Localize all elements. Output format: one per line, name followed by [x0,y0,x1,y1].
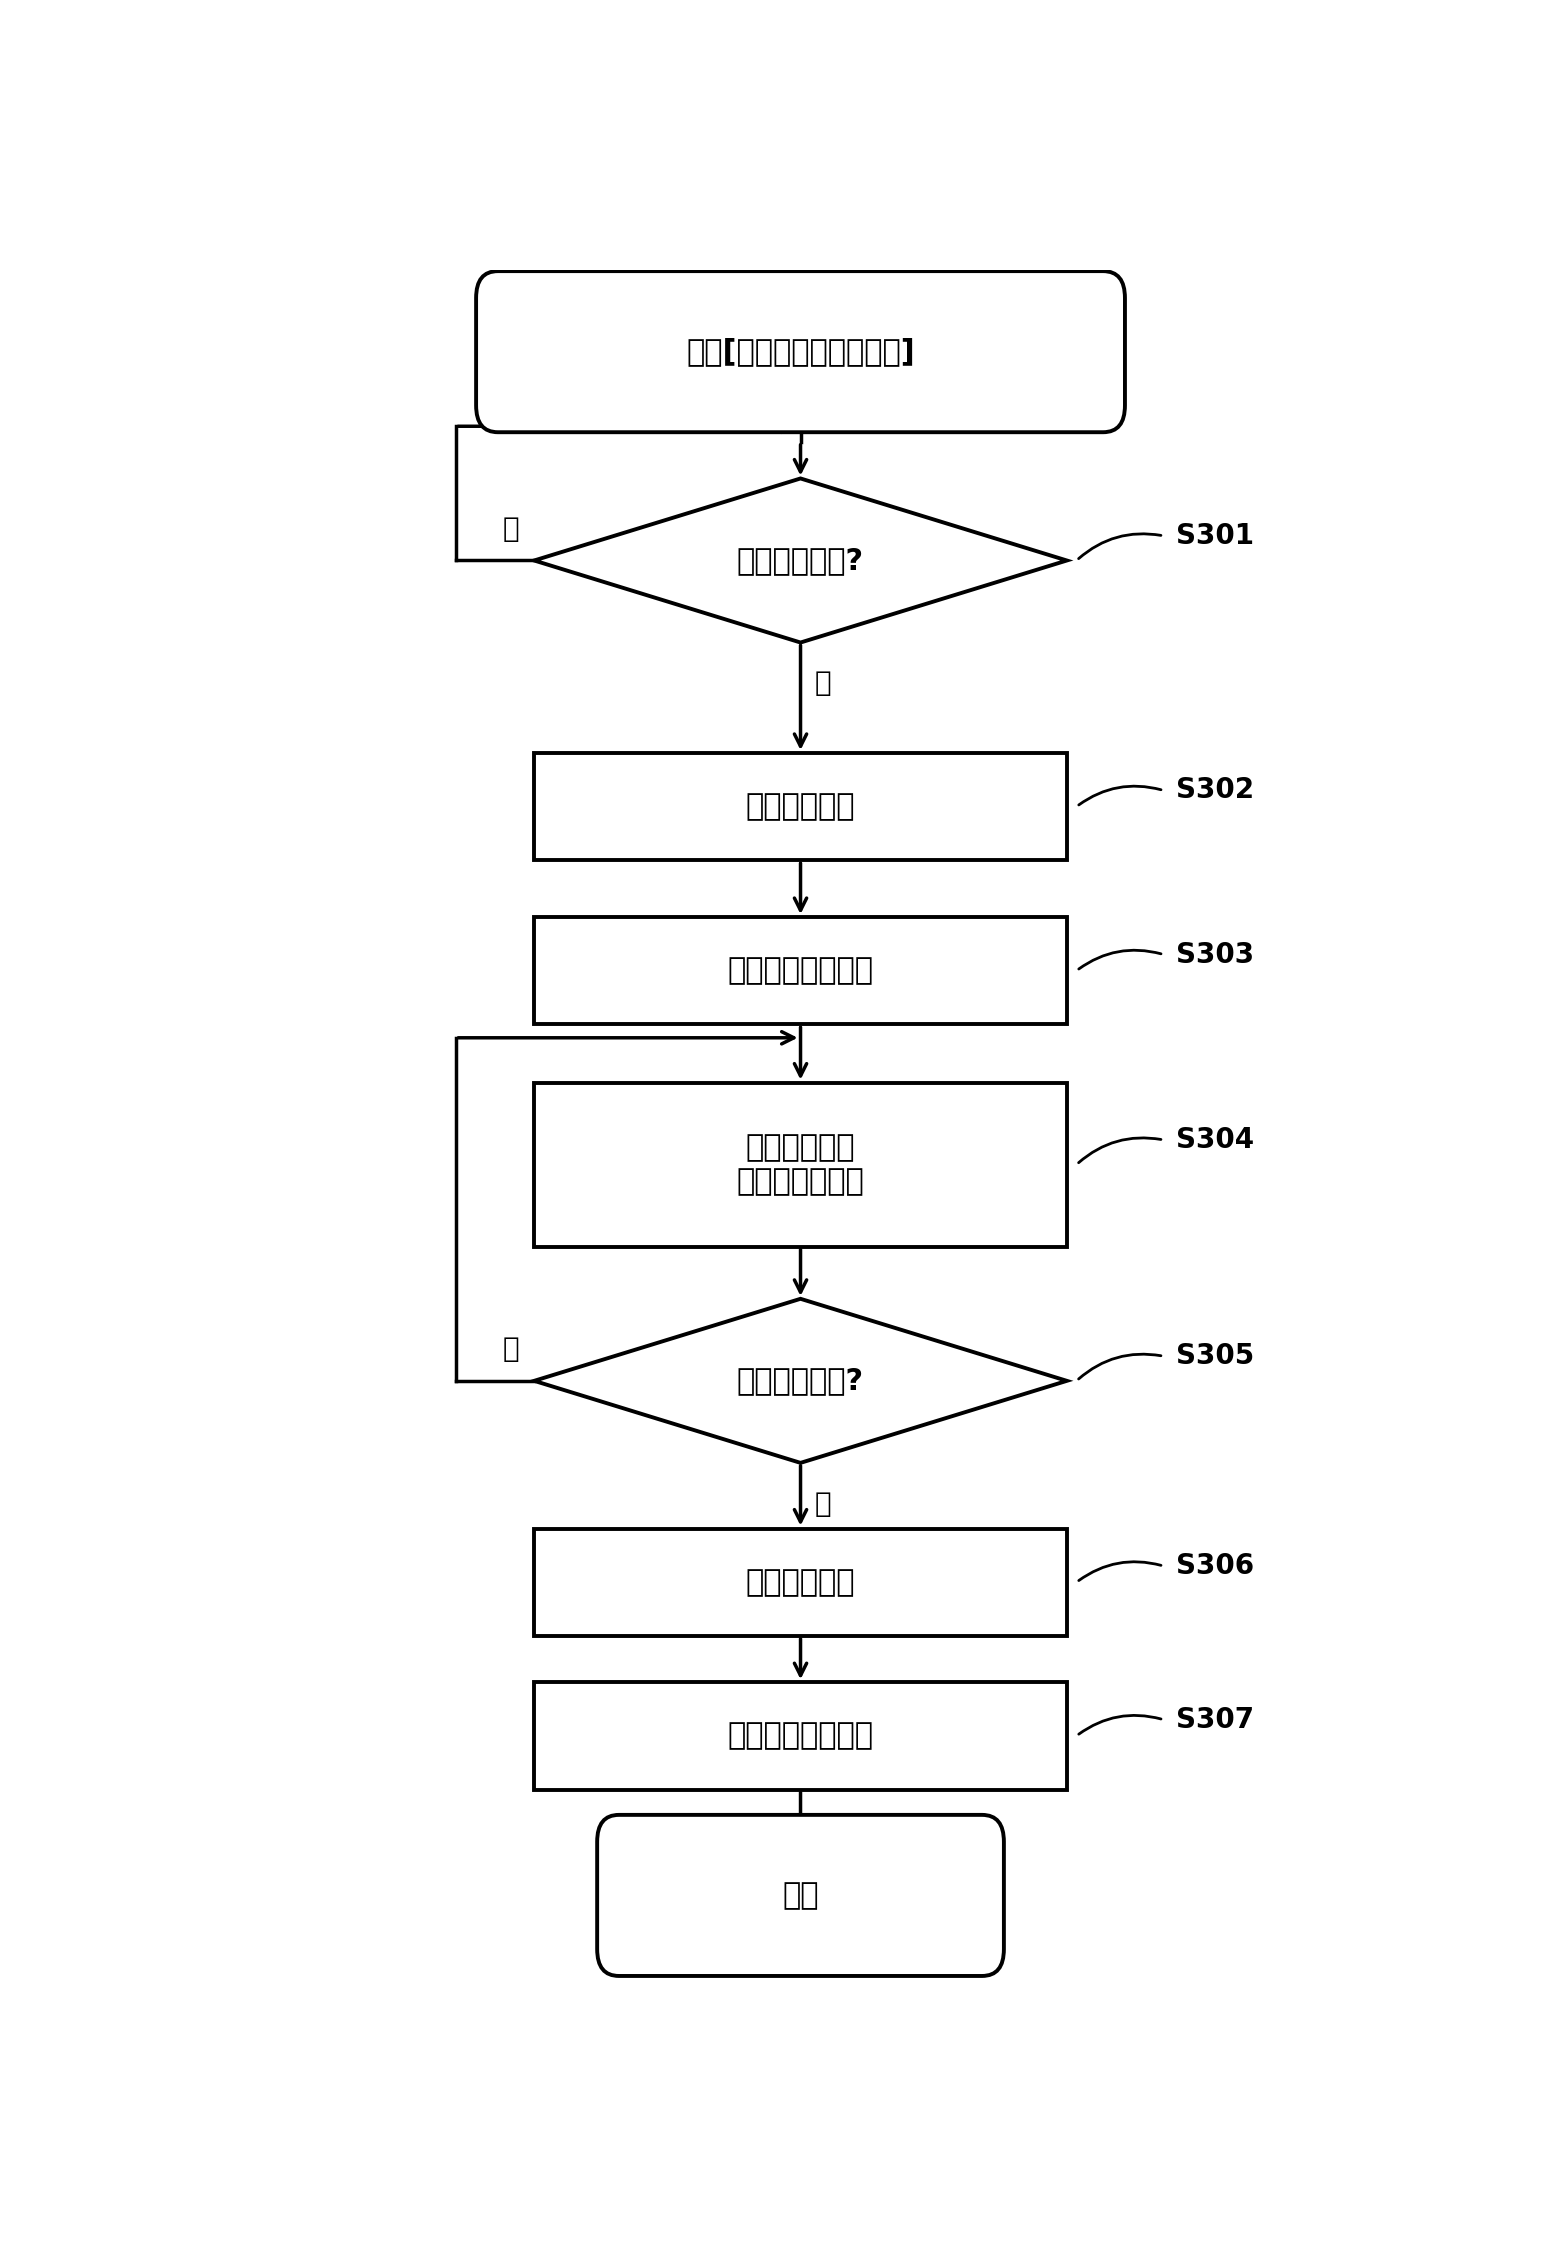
Bar [534,917,1067,1025]
Text: 否: 否 [503,515,520,542]
FancyBboxPatch shape [476,272,1125,431]
Text: S306: S306 [1176,1553,1254,1580]
Bar [534,1683,1067,1789]
Text: 更新工作历史信息: 更新工作历史信息 [728,1721,873,1750]
Polygon shape [534,479,1067,643]
Text: 启动开关接通?: 启动开关接通? [737,546,864,575]
Text: 是: 是 [815,1490,831,1517]
Text: 否: 否 [503,1335,520,1364]
Text: S307: S307 [1176,1705,1254,1735]
Polygon shape [534,1299,1067,1463]
Text: 取得当前时刻: 取得当前时刻 [745,1568,856,1598]
Bar [534,753,1067,861]
Text: 更新工作历史信息: 更新工作历史信息 [728,957,873,984]
Text: S304: S304 [1176,1126,1254,1155]
Text: S302: S302 [1176,777,1254,804]
Text: S303: S303 [1176,941,1254,968]
Text: 启动开关关闭?: 启动开关关闭? [737,1366,864,1395]
Text: 测量每个工作
状态的工作时间: 测量每个工作 状态的工作时间 [737,1132,864,1195]
Text: 是: 是 [815,670,831,697]
Bar [534,1083,1067,1247]
Text: S305: S305 [1176,1341,1254,1371]
Bar [534,1528,1067,1636]
Text: S301: S301 [1176,521,1254,551]
Text: 结束: 结束 [783,1881,818,1910]
Text: 取得当前时刻: 取得当前时刻 [745,793,856,820]
Text: 开始[待机模式或节能模式]: 开始[待机模式或节能模式] [686,337,915,366]
FancyBboxPatch shape [597,1816,1004,1975]
